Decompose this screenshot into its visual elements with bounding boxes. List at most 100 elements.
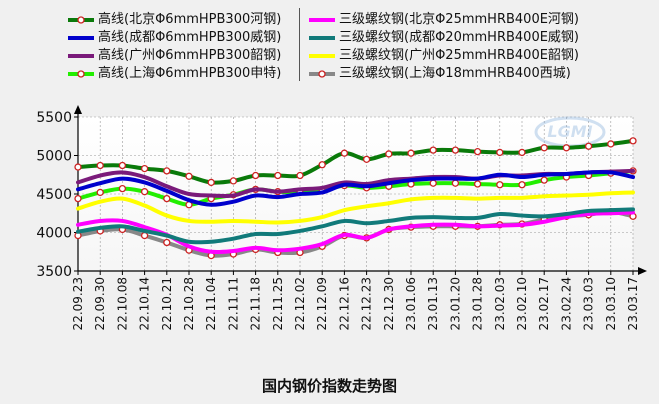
x-tick-label: 22.10.08 — [115, 277, 129, 330]
svg-text:LGMI: LGMI — [547, 122, 592, 141]
legend-swatch — [68, 16, 94, 24]
series-line — [76, 207, 635, 245]
x-tick-label: 22.11.25 — [271, 277, 285, 330]
legend-swatch — [68, 54, 94, 58]
data-point — [185, 172, 193, 180]
data-point — [74, 163, 82, 171]
data-point — [496, 181, 504, 189]
series-7 — [76, 190, 635, 225]
data-point — [362, 155, 371, 164]
x-tick-label: 23.02.24 — [559, 277, 573, 330]
data-point — [163, 238, 171, 247]
data-point — [96, 188, 104, 197]
legend-swatch — [68, 36, 94, 40]
data-point — [340, 149, 349, 157]
data-point — [140, 188, 149, 196]
legend-label: 三级螺纹钢(成都Φ20mmHRB400E威钢) — [339, 30, 579, 45]
series-line — [76, 190, 635, 225]
legend-swatch — [68, 70, 94, 78]
data-point — [385, 150, 393, 158]
x-tick-label: 23.01.13 — [426, 277, 440, 330]
x-tick-label: 22.11.11 — [226, 277, 240, 330]
data-point — [296, 171, 304, 180]
x-tick-label: 22.10.28 — [182, 277, 196, 330]
x-tick-label: 23.01.06 — [404, 277, 418, 330]
x-tick-label: 23.03.17 — [626, 277, 640, 330]
data-point — [207, 178, 215, 187]
x-tick-label: 23.03.10 — [604, 277, 618, 330]
data-point — [473, 180, 482, 188]
x-tick-label: 23.03.03 — [582, 277, 596, 330]
data-point — [140, 164, 149, 173]
y-tick-label: 4000 — [36, 226, 72, 242]
data-point — [429, 179, 437, 187]
x-tick-label: 23.01.28 — [471, 277, 485, 330]
data-point — [451, 179, 460, 187]
data-point — [118, 184, 127, 193]
series-2 — [76, 170, 635, 207]
x-tick-label: 23.02.03 — [493, 277, 507, 330]
data-point — [140, 231, 149, 240]
x-tick-label: 23.02.17 — [537, 277, 551, 330]
legend-label: 高线(上海Φ6mmHPB300申特) — [98, 66, 282, 81]
data-point — [96, 161, 104, 170]
x-tick-label: 22.11.18 — [249, 277, 263, 330]
data-point — [562, 144, 571, 152]
x-tick-label: 23.02.10 — [515, 277, 529, 330]
data-point — [518, 181, 526, 189]
x-tick-label: 22.10.14 — [138, 277, 152, 330]
data-point — [584, 142, 593, 150]
data-point — [540, 144, 548, 152]
x-tick-label: 22.12.23 — [360, 277, 374, 330]
data-point — [451, 146, 460, 154]
data-point — [473, 147, 482, 156]
data-point — [229, 177, 238, 185]
x-tick-label: 22.10.21 — [160, 277, 174, 330]
legend-label: 高线(北京Φ6mmHPB300河钢) — [98, 12, 282, 27]
legend-swatch — [309, 70, 335, 78]
data-point — [407, 149, 415, 157]
data-point — [496, 148, 504, 157]
legend-label: 三级螺纹钢(广州Φ25mmHRB400E韶钢) — [339, 48, 579, 63]
x-axis-arrow — [638, 267, 647, 275]
data-point — [74, 194, 82, 203]
data-point — [607, 140, 615, 148]
data-point — [163, 194, 171, 203]
x-tick-label: 22.12.02 — [293, 277, 307, 330]
legend-swatch — [309, 54, 335, 58]
y-tick-label: 5500 — [36, 110, 72, 126]
legend-label: 高线(广州Φ6mmHPB300韶钢) — [98, 48, 282, 63]
y-tick-label: 5000 — [36, 149, 72, 165]
y-tick-label: 4500 — [36, 187, 72, 203]
line-chart: LGMI 3500 4000 4500 5000 5500 22.09.23 22.09.3… — [36, 105, 647, 330]
data-point — [251, 171, 260, 180]
legend-divider — [299, 8, 300, 81]
legend-swatch — [309, 36, 335, 40]
data-point — [518, 148, 526, 157]
tick-labels: 3500 4000 4500 5000 5500 22.09.23 22.09.30 22.1… — [36, 110, 640, 330]
x-tick-label: 22.12.16 — [337, 277, 351, 330]
series-1 — [74, 137, 637, 187]
data-point — [629, 137, 637, 145]
legend-swatch — [309, 18, 335, 22]
data-point — [163, 167, 171, 175]
x-tick-label: 22.09.30 — [93, 277, 107, 330]
data-point — [429, 146, 437, 154]
y-axis-arrow — [74, 105, 82, 114]
x-tick-label: 22.12.09 — [315, 277, 329, 330]
chart-title: 国内钢价指数走势图 — [261, 377, 397, 395]
series-layer — [74, 137, 637, 260]
x-tick-label: 23.01.20 — [448, 277, 462, 330]
data-point — [318, 161, 326, 169]
data-point — [540, 176, 548, 184]
x-tick-label: 22.09.23 — [71, 277, 85, 330]
y-tick-label: 3500 — [36, 264, 72, 280]
legend-label: 三级螺纹钢(上海Φ18mmHRB400西城) — [339, 66, 571, 81]
data-point — [118, 161, 127, 170]
legend-label: 高线(成都Φ6mmHPB300威钢) — [98, 30, 282, 45]
x-tick-label: 22.11.04 — [204, 277, 218, 330]
data-point — [274, 171, 282, 180]
legend-label: 三级螺纹钢(北京Φ25mmHRB400E河钢) — [339, 12, 579, 27]
x-tick-label: 22.12.30 — [382, 277, 396, 330]
series-6 — [76, 207, 635, 245]
